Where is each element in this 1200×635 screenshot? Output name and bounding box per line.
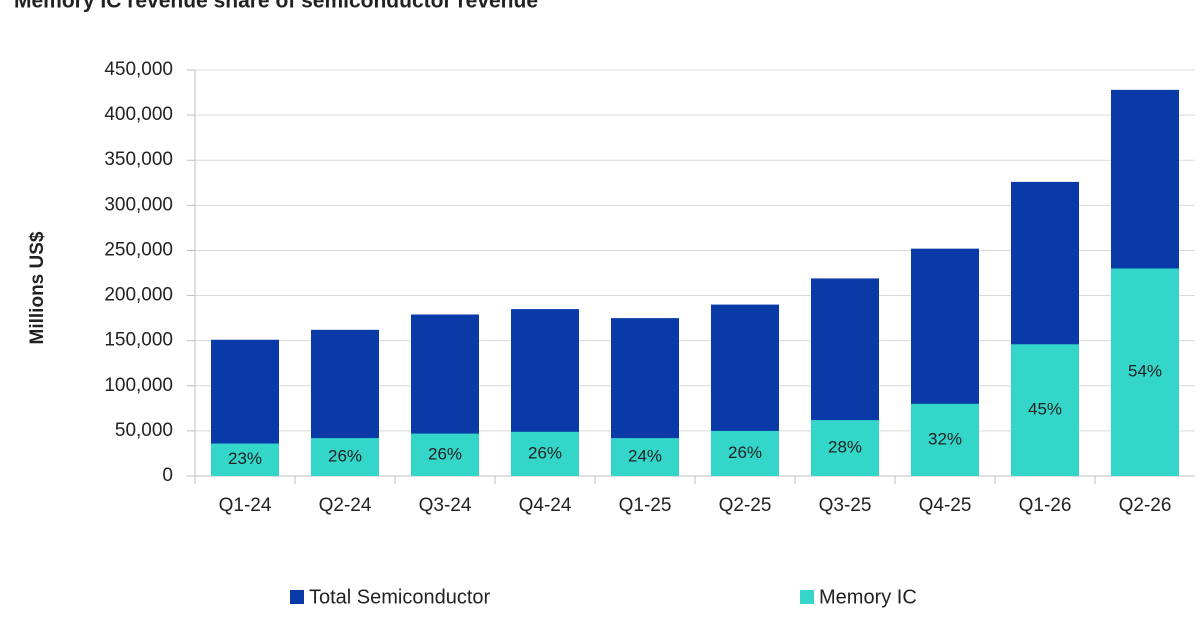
bar: [1111, 268, 1179, 476]
bar: [611, 438, 679, 476]
y-tick-label: 50,000: [115, 420, 173, 441]
y-tick-label: 100,000: [104, 375, 173, 396]
bar: [911, 403, 979, 476]
y-axis-label: Millions US$: [27, 231, 48, 344]
data-label: 54%: [1128, 362, 1162, 381]
y-tick-label: 350,000: [104, 149, 173, 170]
x-tick-label: Q4-25: [919, 495, 972, 516]
bar: [511, 431, 579, 476]
y-tick-label: 250,000: [104, 239, 173, 260]
x-tick-label: Q3-24: [419, 495, 472, 516]
data-label: 32%: [928, 429, 962, 448]
legend-label: Memory IC: [819, 586, 917, 608]
data-label: 23%: [228, 449, 262, 468]
x-tick-label: Q4-24: [519, 495, 572, 516]
data-label: 28%: [828, 438, 862, 457]
bar: [211, 443, 279, 476]
bar: [1011, 344, 1079, 476]
y-tick-label: 400,000: [104, 104, 173, 125]
data-label: 26%: [528, 443, 562, 462]
bar: [311, 438, 379, 476]
x-tick-label: Q1-26: [1019, 495, 1072, 516]
y-tick-label: 450,000: [104, 59, 173, 80]
x-tick-label: Q1-25: [619, 495, 672, 516]
y-tick-label: 0: [162, 465, 173, 486]
x-tick-label: Q3-25: [819, 495, 872, 516]
data-label: 26%: [428, 444, 462, 463]
x-tick-label: Q2-24: [319, 495, 372, 516]
bar: [411, 433, 479, 476]
data-label: 24%: [628, 447, 662, 466]
x-tick-label: Q2-25: [719, 495, 772, 516]
legend-label: Total Semiconductor: [309, 586, 491, 608]
y-tick-label: 200,000: [104, 285, 173, 306]
chart-title: Memory IC revenue share of semiconductor…: [14, 0, 538, 13]
x-tick-label: Q2-26: [1119, 495, 1172, 516]
data-label: 26%: [328, 447, 362, 466]
x-tick-label: Q1-24: [219, 495, 272, 516]
legend-swatch: [290, 590, 304, 604]
y-tick-label: 300,000: [104, 194, 173, 215]
data-label: 26%: [728, 443, 762, 462]
legend-swatch: [800, 590, 814, 604]
bar: [711, 430, 779, 476]
y-tick-label: 150,000: [104, 330, 173, 351]
bar: [811, 420, 879, 476]
data-label: 45%: [1028, 400, 1062, 419]
